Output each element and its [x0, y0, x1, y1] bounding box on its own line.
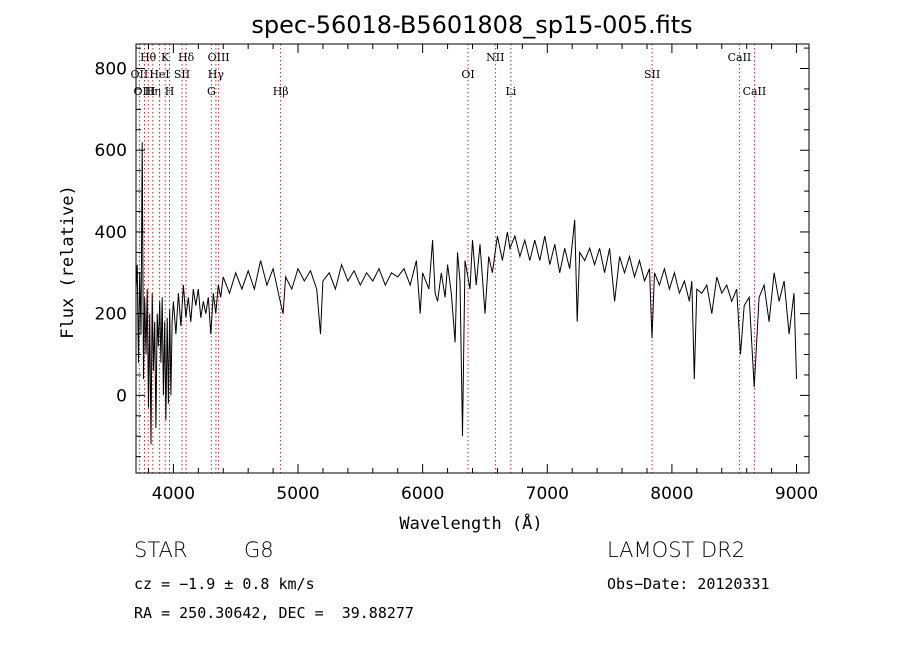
observation-date: Obs−Date: 20120331	[607, 575, 770, 593]
spectrum-chart: spec-56018-B5601808_sp15-005.fits Hθ OII O…	[58, 11, 818, 534]
x-tick-label: 5000	[276, 484, 319, 504]
line-label-18: CaII	[743, 85, 767, 98]
object-class: STAR	[134, 538, 188, 562]
line-label-16: SII	[644, 68, 660, 81]
x-tick-label: 4000	[152, 484, 195, 504]
plot-frame	[135, 43, 810, 474]
line-label-4: K	[161, 51, 170, 64]
y-axis: 0 200 400 600 800	[95, 47, 809, 458]
line-label-6: H	[165, 85, 175, 98]
x-tick-label: 7000	[526, 484, 569, 504]
chart-title: spec-56018-B5601808_sp15-005.fits	[251, 11, 692, 39]
x-tick-label: 8000	[650, 484, 693, 504]
object-subclass: G8	[244, 538, 274, 562]
x-tick-label: 6000	[401, 484, 444, 504]
line-label-9: OIII	[208, 51, 230, 64]
line-label-7: Hδ	[178, 51, 195, 64]
line-label-0: Hθ	[140, 51, 157, 64]
line-label-13: OI	[461, 68, 474, 81]
line-label-8: SII	[174, 68, 190, 81]
spectrum-series	[135, 142, 797, 445]
y-tick-label: 0	[116, 386, 127, 406]
line-label-2: OIII	[133, 85, 155, 98]
redshift-value: cz = −1.9 ± 0.8 km/s	[134, 575, 315, 593]
y-tick-label: 600	[95, 141, 127, 161]
line-label-14: NII	[486, 51, 504, 64]
line-label-15: Li	[505, 85, 516, 98]
line-label-3: Hη	[145, 85, 161, 98]
x-tick-label: 9000	[775, 484, 818, 504]
x-axis-label: Wavelength (Å)	[399, 512, 542, 534]
line-label-11: G	[207, 85, 216, 98]
spectrum-line-0	[135, 142, 797, 445]
x-axis: 4000 5000 6000 7000 8000 9000	[147, 44, 818, 504]
coordinates: RA = 250.30642, DEC = 39.88277	[134, 604, 414, 622]
y-axis-label: Flux (relative)	[58, 185, 78, 339]
y-tick-label: 400	[95, 223, 127, 243]
y-tick-label: 200	[95, 305, 127, 325]
y-tick-label: 800	[95, 60, 127, 80]
survey-name: LAMOST DR2	[607, 538, 746, 562]
line-label-17: CaII	[728, 51, 752, 64]
line-label-10: Hγ	[208, 68, 225, 81]
line-label-5: HeI	[149, 68, 169, 81]
line-label-1: OII	[131, 68, 149, 81]
line-label-12: Hβ	[273, 85, 289, 98]
